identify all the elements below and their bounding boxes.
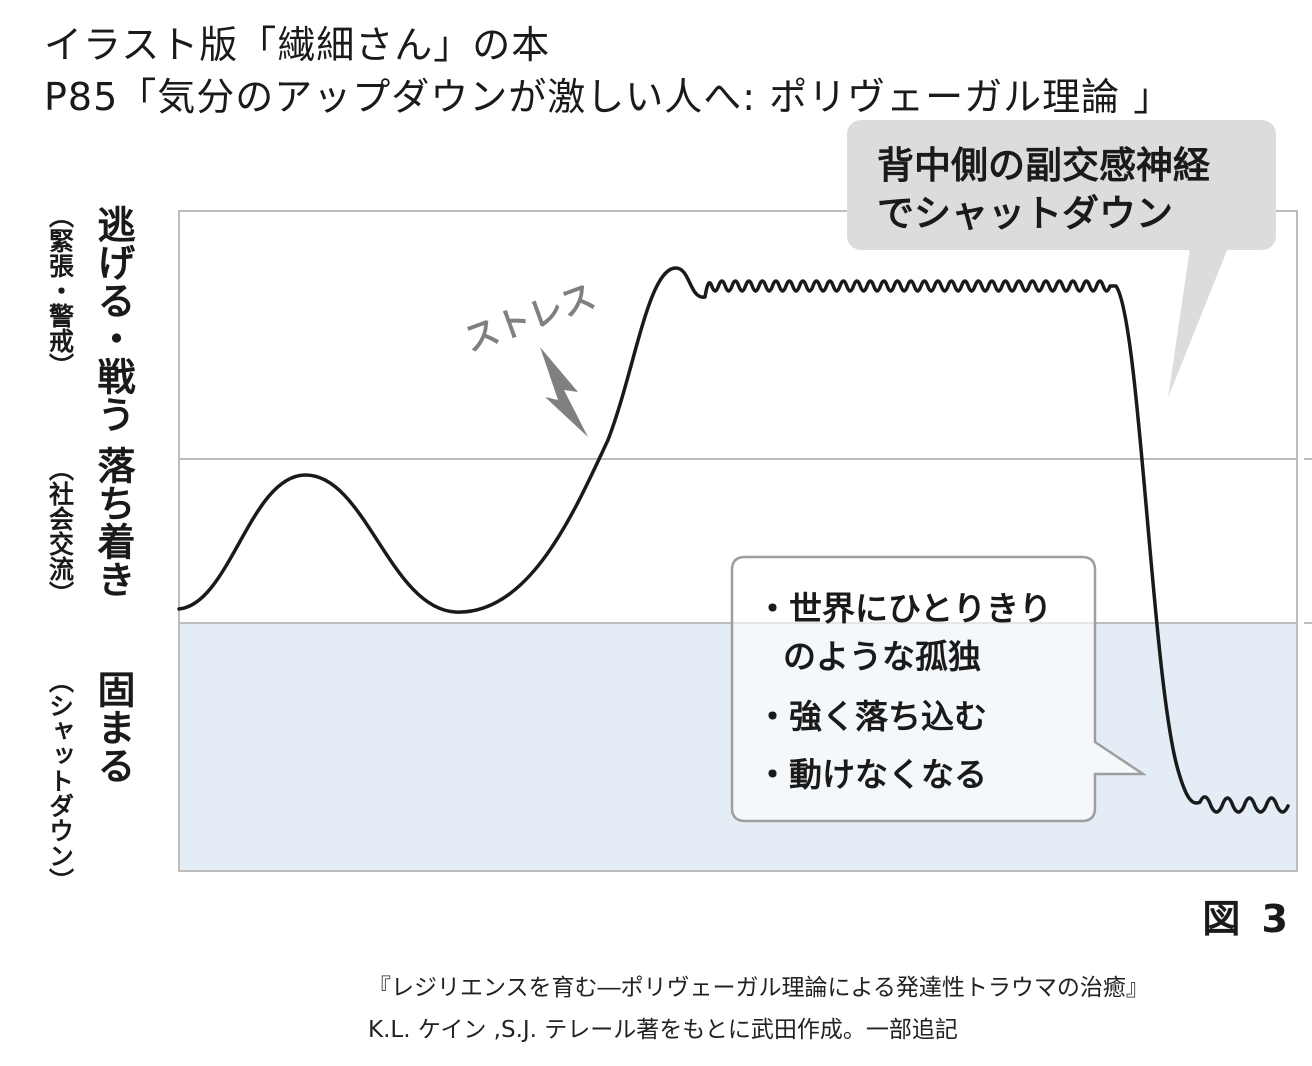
level-calm-sub: （社会交流） xyxy=(46,456,75,606)
callout-symptom-1-cont: のような孤独 xyxy=(783,637,981,676)
figure-label: 図 3 xyxy=(1202,897,1292,941)
callout-symptoms: ・世界にひとりきり のような孤独 ・強く落ち込む ・動けなくなる xyxy=(730,555,1148,823)
plot-frame xyxy=(178,210,1298,872)
callout-shutdown-line1: 背中側の副交感神経 xyxy=(877,144,1211,187)
callout-symptoms-box xyxy=(730,555,1148,823)
level-fight-flight-sub: （緊張・警戒） xyxy=(46,203,76,378)
level-freeze-label: 固まる xyxy=(91,670,135,784)
page-title-line1: イラスト版「繊細さん」の本 xyxy=(44,23,551,67)
lightning-icon xyxy=(540,347,588,437)
level-labels: 逃げる・戦う （緊張・警戒） 落ち着き （社会交流） 固まる （シャットダウン） xyxy=(46,203,136,893)
callout-shutdown-pointer xyxy=(1168,248,1228,398)
callout-symptom-2: ・強く落ち込む xyxy=(756,697,987,736)
level-fight-flight-label: 逃げる・戦う xyxy=(91,205,135,433)
stress-label: ストレス xyxy=(459,276,600,360)
source-citation-line2: K.L. ケイン ,S.J. テレール著をもとに武田作成。一部追記 xyxy=(368,1017,958,1043)
callout-shutdown-box xyxy=(847,120,1276,250)
state-curve xyxy=(177,266,1290,814)
callout-shutdown-line2: でシャットダウン xyxy=(877,192,1173,235)
page-title-line2: P85「気分のアップダウンが激しい人へ: ポリヴェーガル理論 」 xyxy=(44,75,1173,119)
source-citation-line1: 『レジリエンスを育む―ポリヴェーガル理論による発達性トラウマの治癒』 xyxy=(368,975,1149,1001)
level-freeze-sub: （シャットダウン） xyxy=(46,668,75,893)
callout-symptom-3: ・動けなくなる xyxy=(756,755,987,794)
callout-symptom-1: ・世界にひとりきり xyxy=(756,589,1052,628)
level-calm-label: 落ち着き xyxy=(91,446,135,598)
callout-shutdown: 背中側の副交感神経 でシャットダウン xyxy=(847,120,1276,398)
